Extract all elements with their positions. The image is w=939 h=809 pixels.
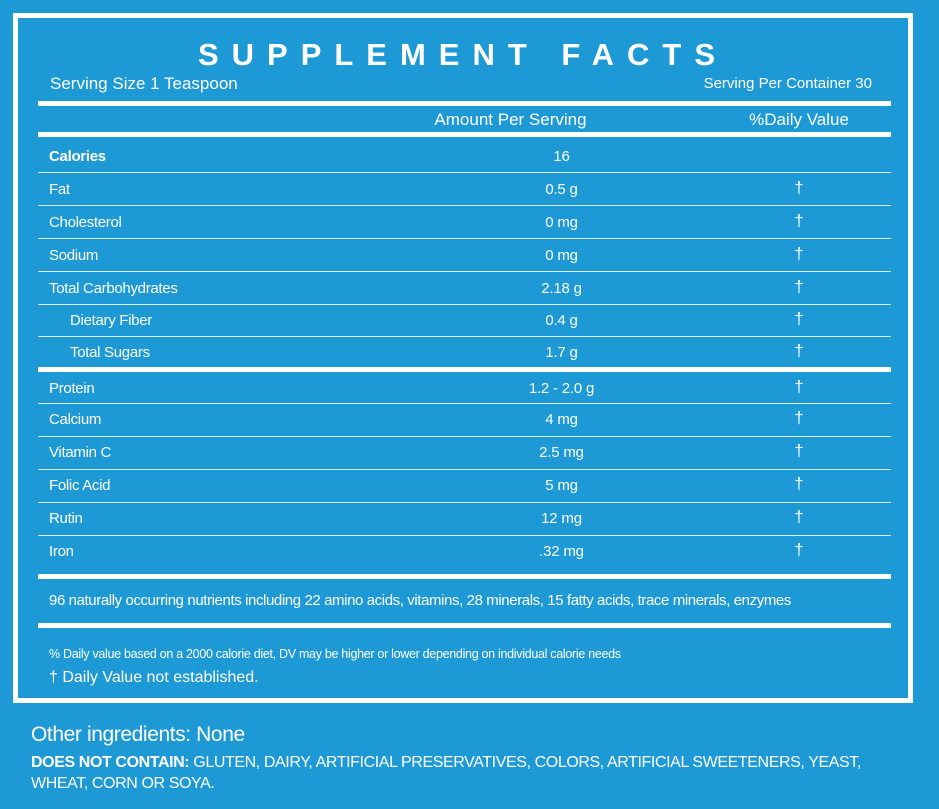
nutrient-daily-value: †: [794, 408, 804, 427]
dagger-note: † Daily Value not established.: [49, 669, 259, 686]
row-divider: [38, 336, 891, 337]
nutrient-amount: 2.5 mg: [539, 444, 584, 461]
row-divider: [38, 403, 891, 404]
nutrient-name: Dietary Fiber: [70, 312, 152, 329]
nutrient-amount: 0 mg: [545, 247, 578, 264]
table-row: Calcium 4 mg †: [38, 403, 891, 436]
nutrient-daily-value: †: [794, 341, 804, 360]
section-divider: [38, 623, 891, 628]
nutrient-name: Total Sugars: [70, 344, 150, 361]
table-row: Folic Acid 5 mg †: [38, 469, 891, 502]
nutrient-name: Cholesterol: [49, 214, 122, 231]
row-divider: [38, 304, 891, 305]
nutrient-daily-value: †: [794, 377, 804, 396]
table-row: Sodium 0 mg †: [38, 239, 891, 272]
nutrient-daily-value: †: [794, 244, 804, 263]
nutrient-amount: 0 mg: [545, 214, 578, 231]
row-divider: [38, 436, 891, 437]
table-row: Vitamin C 2.5 mg †: [38, 436, 891, 469]
nutrient-name: Folic Acid: [49, 477, 111, 494]
table-row: Dietary Fiber 0.4 g †: [38, 304, 891, 337]
nutrient-amount: 1.7 g: [545, 344, 578, 361]
other-ingredients: Other ingredients: None: [31, 723, 245, 746]
table-row: Rutin 12 mg †: [38, 502, 891, 535]
table-row: Total Sugars 1.7 g †: [38, 336, 891, 369]
nutrient-name: Sodium: [49, 247, 99, 264]
nutrient-daily-value: †: [794, 441, 804, 460]
nutrient-daily-value: †: [794, 178, 804, 197]
table-row: Protein 1.2 - 2.0 g †: [38, 372, 891, 405]
does-not-contain-label: DOES NOT CONTAIN:: [31, 754, 190, 771]
does-not-contain-text: GLUTEN, DAIRY, ARTIFICIAL PRESERVATIVES,…: [31, 754, 861, 792]
nutrient-amount: 4 mg: [545, 411, 578, 428]
row-divider: [38, 172, 891, 173]
table-row: Iron .32 mg †: [38, 535, 891, 568]
row-divider: [38, 469, 891, 470]
nutrient-amount: 12 mg: [541, 510, 582, 527]
nutrient-name: Calories: [49, 148, 106, 165]
nutrient-name: Rutin: [49, 510, 83, 527]
nutrient-daily-value: †: [794, 540, 804, 559]
nutrient-name: Protein: [49, 380, 95, 397]
nutrient-amount: 1.2 - 2.0 g: [528, 380, 595, 397]
nutrient-daily-value: †: [794, 507, 804, 526]
nutrients-note: 96 naturally occurring nutrients includi…: [49, 592, 791, 609]
panel-title: SUPPLEMENT FACTS: [197, 37, 729, 72]
nutrient-name: Fat: [49, 181, 70, 198]
row-divider: [38, 502, 891, 503]
amount-column-header: Amount Per Serving: [434, 110, 587, 129]
nutrient-amount: .32 mg: [539, 543, 584, 560]
row-divider: [38, 205, 891, 206]
table-row: Cholesterol 0 mg †: [38, 206, 891, 239]
nutrient-amount: 5 mg: [545, 477, 578, 494]
nutrient-daily-value: †: [794, 309, 804, 328]
supplement-facts-panel: SUPPLEMENT FACTS Serving Size 1 Teaspoon…: [13, 13, 913, 703]
top-divider: [38, 101, 891, 106]
nutrient-name: Iron: [49, 543, 74, 560]
nutrient-daily-value: †: [794, 211, 804, 230]
daily-value-column-header: %Daily Value: [749, 110, 849, 129]
nutrient-name: Vitamin C: [49, 444, 112, 461]
nutrient-amount: 16: [553, 148, 570, 165]
table-row: Fat 0.5 g †: [38, 173, 891, 206]
serving-size: Serving Size 1 Teaspoon: [50, 74, 238, 93]
row-divider: [38, 271, 891, 272]
nutrient-name: Calcium: [49, 411, 102, 428]
nutrient-amount: 2.18 g: [541, 280, 582, 297]
table-row: Calories 16: [38, 140, 891, 173]
daily-value-basis-note: % Daily value based on a 2000 calorie di…: [49, 647, 621, 661]
nutrient-daily-value: †: [794, 474, 804, 493]
header-divider: [38, 132, 891, 137]
nutrient-amount: 0.5 g: [545, 181, 578, 198]
section-divider: [38, 574, 891, 579]
servings-per-container: Serving Per Container 30: [703, 75, 872, 92]
table-row: Total Carbohydrates 2.18 g †: [38, 272, 891, 305]
nutrient-daily-value: †: [794, 277, 804, 296]
does-not-contain: DOES NOT CONTAIN: GLUTEN, DAIRY, ARTIFIC…: [31, 752, 911, 794]
nutrient-amount: 0.4 g: [545, 312, 578, 329]
row-divider: [38, 535, 891, 536]
section-divider: [38, 367, 891, 372]
nutrient-name: Total Carbohydrates: [49, 280, 178, 297]
row-divider: [38, 238, 891, 239]
